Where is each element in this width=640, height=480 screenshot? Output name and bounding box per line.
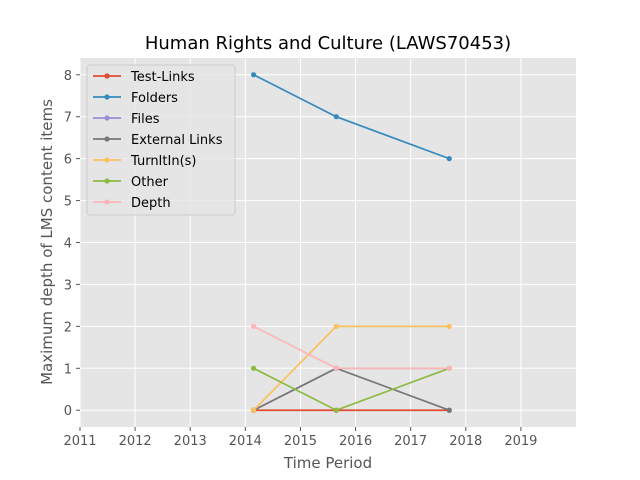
data-point-depth: [251, 323, 257, 329]
grid: [79, 58, 576, 427]
legend-marker: [104, 136, 110, 142]
y-tick-label: 2: [64, 320, 72, 335]
x-tick-label: 2019: [504, 434, 537, 449]
series-lines: [251, 72, 452, 413]
legend-label: Depth: [131, 196, 171, 211]
legend-label: TurnItIn(s): [130, 154, 196, 169]
x-axis-ticks: 2011 2012 2013 2014 2015 2016 2017 2018 2019: [63, 427, 537, 449]
x-tick-label: 2017: [394, 434, 427, 449]
x-tick-label: 2011: [63, 434, 96, 449]
data-point-folders: [446, 156, 452, 162]
legend-marker: [104, 94, 110, 100]
x-tick-label: 2016: [339, 434, 372, 449]
data-point-folders: [333, 114, 339, 120]
data-point-folders: [251, 72, 257, 78]
legend-marker: [104, 178, 110, 184]
data-point-other: [251, 365, 257, 371]
x-axis-label: Time Period: [283, 454, 372, 472]
x-tick-label: 2012: [119, 434, 152, 449]
legend-label: External Links: [131, 133, 223, 148]
y-tick-label: 7: [64, 111, 72, 126]
legend-marker: [104, 157, 110, 163]
y-axis-label: Maximum depth of LMS content items: [38, 99, 56, 385]
data-point-turnitin-s: [333, 323, 339, 329]
legend-marker: [104, 73, 110, 79]
legend-label: Files: [131, 112, 160, 127]
legend-label: Test-Links: [130, 70, 195, 85]
y-tick-label: 4: [64, 237, 72, 252]
data-point-depth: [333, 365, 339, 371]
x-tick-label: 2014: [229, 434, 262, 449]
legend-box: [86, 64, 236, 216]
legend-marker: [104, 115, 110, 121]
y-tick-label: 8: [64, 69, 72, 84]
x-tick-label: 2015: [284, 434, 317, 449]
legend-label: Folders: [131, 91, 178, 106]
data-point-external-links: [446, 407, 452, 413]
y-axis-ticks: 0 1 2 3 4 5 6 7 8: [64, 69, 80, 419]
y-tick-label: 0: [64, 404, 72, 419]
legend-marker: [104, 199, 110, 205]
chart-title: Human Rights and Culture (LAWS70453): [145, 33, 511, 54]
data-point-turnitin-s: [446, 323, 452, 329]
data-point-other: [333, 407, 339, 413]
y-tick-label: 3: [64, 278, 72, 293]
x-tick-label: 2013: [174, 434, 207, 449]
legend: Test-Links Folders Files External Links Turn…: [86, 64, 236, 216]
data-point-depth: [446, 365, 452, 371]
y-tick-label: 5: [64, 195, 72, 210]
legend-label: Other: [131, 175, 169, 190]
y-tick-label: 6: [64, 153, 72, 168]
x-tick-label: 2018: [449, 434, 482, 449]
data-point-turnitin-s: [251, 407, 257, 413]
y-tick-label: 1: [64, 362, 72, 377]
